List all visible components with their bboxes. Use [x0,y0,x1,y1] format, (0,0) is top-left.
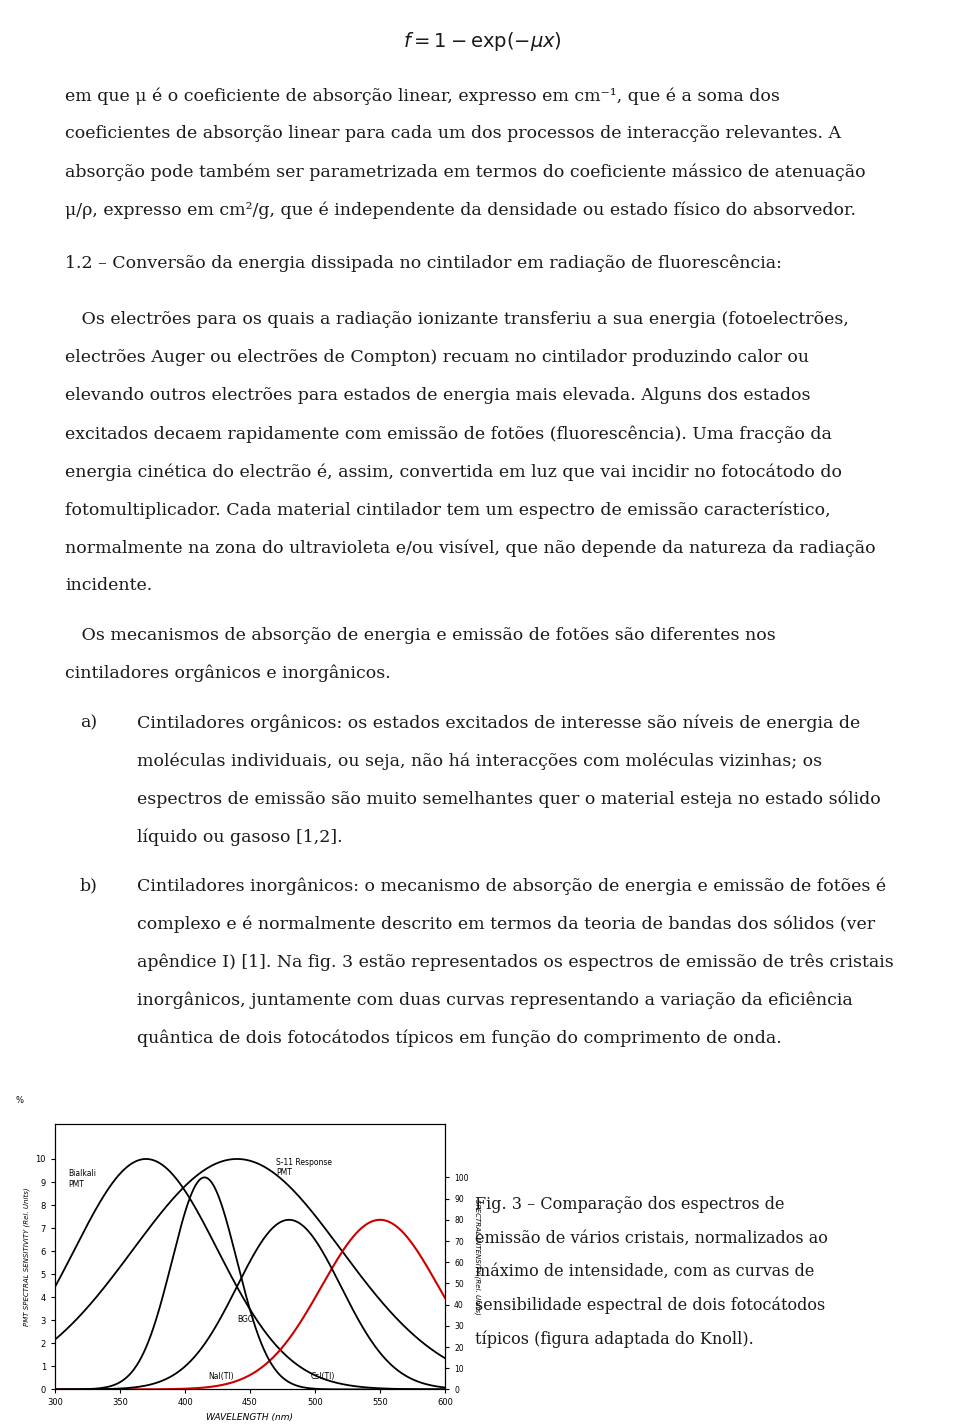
Text: Os mecanismos de absorção de energia e emissão de fotões são diferentes nos: Os mecanismos de absorção de energia e e… [65,627,776,644]
Text: μ/ρ, expresso em cm²/g, que é independente da densidade ou estado físico do abso: μ/ρ, expresso em cm²/g, que é independen… [65,201,856,218]
Text: sensibilidade espectral de dois fotocátodos: sensibilidade espectral de dois fotocáto… [475,1297,826,1314]
Y-axis label: PMT SPECTRAL SENSITIVITY (Rel. Units): PMT SPECTRAL SENSITIVITY (Rel. Units) [23,1187,30,1327]
Text: excitados decaem rapidamente com emissão de fotões (fluorescência). Uma fracção : excitados decaem rapidamente com emissão… [65,425,832,443]
Text: líquido ou gasoso [1,2].: líquido ou gasoso [1,2]. [137,828,343,845]
Text: Fig. 3 – Comparação dos espectros de: Fig. 3 – Comparação dos espectros de [475,1197,784,1214]
Text: inorgânicos, juntamente com duas curvas representando a variação da eficiência: inorgânicos, juntamente com duas curvas … [137,992,852,1009]
Text: a): a) [80,714,97,731]
Text: BGO: BGO [237,1314,253,1324]
Text: NaI(Tl): NaI(Tl) [208,1372,234,1381]
Text: $f = 1 - \exp(-\mu x)$: $f = 1 - \exp(-\mu x)$ [403,30,562,53]
Text: apêndice I) [1]. Na fig. 3 estão representados os espectros de emissão de três c: apêndice I) [1]. Na fig. 3 estão represe… [137,953,894,970]
Text: CsI(Tl): CsI(Tl) [311,1372,335,1381]
Text: normalmente na zona do ultravioleta e/ou visível, que não depende da natureza da: normalmente na zona do ultravioleta e/ou… [65,539,876,557]
Text: Bialkali
PMT: Bialkali PMT [68,1170,96,1188]
Text: Cintiladores orgânicos: os estados excitados de interesse são níveis de energia : Cintiladores orgânicos: os estados excit… [137,714,860,731]
Text: típicos (figura adaptada do Knoll).: típicos (figura adaptada do Knoll). [475,1330,754,1348]
Text: Cintiladores inorgânicos: o mecanismo de absorção de energia e emissão de fotões: Cintiladores inorgânicos: o mecanismo de… [137,878,886,895]
Text: espectros de emissão são muito semelhantes quer o material esteja no estado sóli: espectros de emissão são muito semelhant… [137,789,880,808]
Text: energia cinética do electrão é, assim, convertida em luz que vai incidir no foto: energia cinética do electrão é, assim, c… [65,463,842,480]
Text: incidente.: incidente. [65,577,153,594]
Text: cintiladores orgânicos e inorgânicos.: cintiladores orgânicos e inorgânicos. [65,664,391,683]
Y-axis label: SPECTRAL INTENSITY (Rel. Units): SPECTRAL INTENSITY (Rel. Units) [474,1198,481,1315]
Text: em que μ é o coeficiente de absorção linear, expresso em cm⁻¹, que é a soma dos: em que μ é o coeficiente de absorção lin… [65,87,780,104]
X-axis label: WAVELENGTH (nm): WAVELENGTH (nm) [206,1414,294,1422]
Text: quântica de dois fotocátodos típicos em função do comprimento de onda.: quântica de dois fotocátodos típicos em … [137,1029,781,1047]
Text: Os electrões para os quais a radiação ionizante transferiu a sua energia (fotoel: Os electrões para os quais a radiação io… [65,311,849,328]
Text: emissão de vários cristais, normalizados ao: emissão de vários cristais, normalizados… [475,1230,828,1247]
Text: electrões Auger ou electrões de Compton) recuam no cintilador produzindo calor o: electrões Auger ou electrões de Compton)… [65,349,809,366]
Text: absorção pode também ser parametrizada em termos do coeficiente mássico de atenu: absorção pode também ser parametrizada e… [65,162,866,181]
Text: elevando outros electrões para estados de energia mais elevada. Alguns dos estad: elevando outros electrões para estados d… [65,388,810,405]
Text: fotomultiplicador. Cada material cintilador tem um espectro de emissão caracterí: fotomultiplicador. Cada material cintila… [65,502,830,519]
Text: moléculas individuais, ou seja, não há interacções com moléculas vizinhas; os: moléculas individuais, ou seja, não há i… [137,752,822,770]
Text: máximo de intensidade, com as curvas de: máximo de intensidade, com as curvas de [475,1264,814,1280]
Text: coeficientes de absorção linear para cada um dos processos de interacção relevan: coeficientes de absorção linear para cad… [65,125,841,142]
Text: 1.2 – Conversão da energia dissipada no cintilador em radiação de fluorescência:: 1.2 – Conversão da energia dissipada no … [65,254,781,272]
Text: complexo e é normalmente descrito em termos da teoria de bandas dos sólidos (ver: complexo e é normalmente descrito em ter… [137,915,876,933]
Text: S-11 Response
PMT: S-11 Response PMT [276,1157,332,1177]
Text: b): b) [80,878,98,895]
Text: %: % [16,1096,24,1106]
